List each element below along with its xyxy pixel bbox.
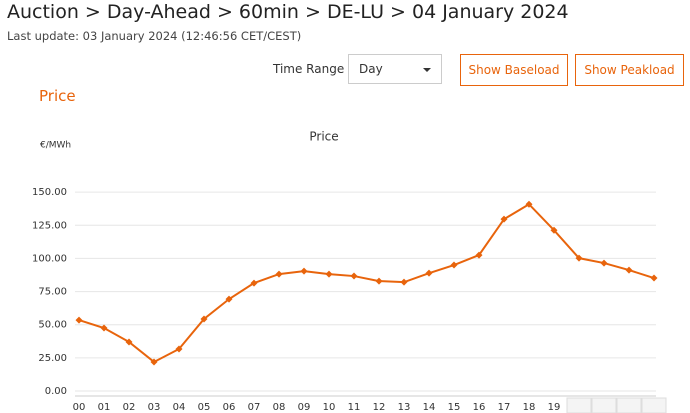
y-tick-label: 25.00 [38, 353, 67, 364]
time-range-label: Time Range [273, 62, 345, 76]
last-update: Last update: 03 January 2024 (12:46:56 C… [7, 29, 302, 43]
y-tick-label: 50.00 [38, 320, 67, 331]
price-line [78, 202, 655, 364]
point-marker [250, 279, 258, 287]
x-tick-label: 15 [448, 402, 461, 413]
baseload-button[interactable]: Show Baseload [460, 54, 568, 86]
point-marker [650, 274, 658, 282]
point-marker [125, 338, 133, 346]
peakload-button[interactable]: Show Peakload [575, 54, 684, 86]
point-marker [450, 261, 458, 269]
point-marker [550, 226, 558, 234]
point-marker [625, 266, 633, 274]
x-tick-label: 08 [273, 402, 286, 413]
point-marker [200, 315, 208, 323]
x-tick-label: 10 [323, 402, 336, 413]
x-tick-label: 17 [498, 402, 511, 413]
point-marker [75, 316, 83, 324]
point-marker [300, 267, 308, 275]
point-marker [100, 324, 108, 332]
x-tick-label: 04 [173, 402, 186, 413]
time-range-select[interactable]: Day [348, 54, 442, 84]
x-tick-label: 11 [348, 402, 361, 413]
page-title: Auction > Day-Ahead > 60min > DE-LU > 04… [7, 1, 569, 23]
x-tick-label: 18 [523, 402, 536, 413]
x-tick-label: 00 [73, 402, 86, 413]
point-marker [525, 200, 533, 208]
x-tick-label: 07 [248, 402, 261, 413]
point-marker [375, 277, 383, 285]
y-tick-label: 150.00 [32, 187, 67, 198]
point-marker [350, 272, 358, 280]
point-marker [275, 270, 283, 278]
x-tick-label: 05 [198, 402, 211, 413]
point-marker [425, 269, 433, 277]
axis-cell [566, 397, 592, 413]
point-marker [225, 295, 233, 303]
x-tick-label: 19 [548, 402, 561, 413]
axis-cell [616, 397, 642, 413]
x-tick-label: 09 [298, 402, 311, 413]
point-marker [150, 358, 158, 366]
point-marker [600, 259, 608, 267]
x-tick-label: 12 [373, 402, 386, 413]
x-tick-label: 16 [473, 402, 486, 413]
point-marker [475, 251, 483, 259]
x-tick-label: 13 [398, 402, 411, 413]
y-tick-label: 125.00 [32, 220, 67, 231]
chart-title: Price [309, 130, 338, 144]
x-tick-label: 03 [148, 402, 161, 413]
x-tick-label: 06 [223, 402, 236, 413]
y-tick-label: 75.00 [38, 287, 67, 298]
point-marker [575, 254, 583, 262]
x-tick-label: 01 [98, 402, 111, 413]
point-marker [175, 345, 183, 353]
y-tick-label: 100.00 [32, 253, 67, 264]
x-tick-label: 14 [423, 402, 436, 413]
x-tick-label: 02 [123, 402, 136, 413]
section-title: Price [39, 87, 76, 105]
axis-cell [591, 397, 617, 413]
axis-cell [641, 397, 667, 413]
point-marker [400, 278, 408, 286]
y-axis-label: €/MWh [40, 141, 71, 151]
y-tick-label: 0.00 [45, 386, 67, 397]
point-marker [325, 270, 333, 278]
point-marker [500, 215, 508, 223]
